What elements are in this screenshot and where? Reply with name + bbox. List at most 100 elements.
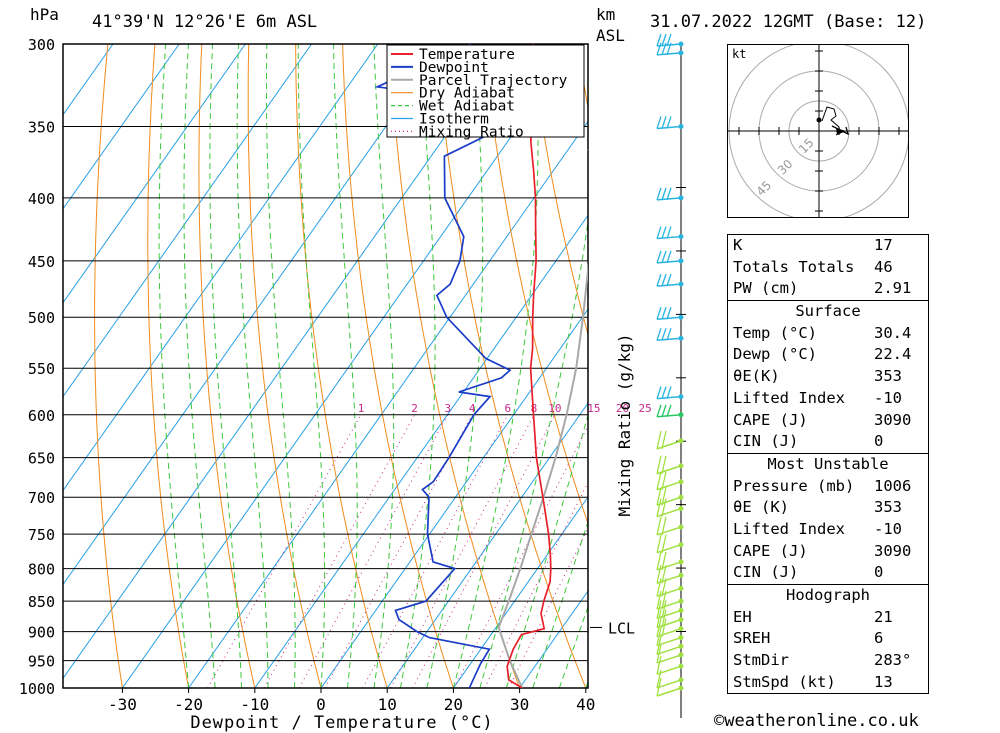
wind-barb-shaft [656, 665, 682, 675]
wet-adiabat-line [558, 605, 588, 688]
isotherm-line [63, 44, 246, 304]
surface-row: CIN (J) 0 [728, 431, 928, 453]
wind-barb-shaft [656, 52, 682, 56]
wet-adiabat-line [236, 44, 269, 688]
most-unstable-value: 0 [874, 563, 884, 582]
legend-entry: Temperature [419, 47, 515, 63]
hodograph-point [816, 117, 822, 123]
wind-barb-shaft [656, 609, 682, 620]
hodograph-value: 13 [874, 672, 893, 691]
wind-barb [656, 430, 684, 450]
hodograph-label: SREH [733, 629, 771, 648]
pressure-tick-label: 950 [28, 653, 55, 671]
wind-barb-flag [656, 226, 662, 239]
mixing-ratio-label: 10 [548, 402, 561, 415]
wind-barb [656, 498, 684, 518]
wet-adiabat-line [297, 44, 326, 688]
pressure-tick-label: 850 [28, 593, 55, 611]
hodograph-row: StmSpd (kt) 13 [728, 672, 928, 694]
wind-barb-shaft [656, 574, 682, 584]
wet-adiabat-line [209, 44, 243, 688]
wind-barb [656, 565, 684, 584]
most-unstable-label: Pressure (mb) [733, 476, 855, 495]
x-axis-label: Dewpoint / Temperature (°C) [190, 713, 493, 733]
pressure-tick-label: 550 [28, 360, 55, 378]
most-unstable-row: Lifted Index -10 [728, 519, 928, 541]
index-label: PW (cm) [733, 279, 799, 298]
wind-barb-flag [666, 187, 672, 201]
dry-adiabat-line [198, 44, 256, 688]
index-label: K [733, 236, 743, 254]
most-unstable-value: 353 [874, 498, 902, 517]
surface-value: 22.4 [874, 345, 912, 364]
wind-barb-shaft [656, 440, 682, 450]
datetime-title: 31.07.2022 12GMT (Base: 12) [650, 12, 927, 32]
isotherm-line [188, 120, 588, 688]
index-row-pw: PW (cm) 2.91 [728, 278, 928, 300]
wind-barb-flag [656, 273, 662, 287]
pressure-tick-label: 700 [28, 489, 55, 507]
x-tick-label: -20 [174, 695, 203, 714]
wind-barb-shaft [656, 480, 682, 491]
x-tick-label: 40 [576, 695, 595, 714]
wind-barb-flag [666, 250, 672, 264]
surface-row: CAPE (J) 3090 [728, 410, 928, 432]
most-unstable-label: CIN (J) [733, 563, 799, 582]
most-unstable-section-title: Most Unstable [728, 452, 928, 476]
wind-barb-shaft [656, 679, 682, 689]
wind-barb [656, 33, 684, 47]
wind-barb-flag [666, 273, 672, 287]
hodograph-value: 283° [874, 651, 912, 670]
hodograph-label: StmSpd (kt) [733, 672, 836, 691]
height-unit-label: km [596, 5, 616, 24]
lcl-label: LCL [608, 619, 635, 637]
most-unstable-row: θE (K) 353 [728, 497, 928, 519]
hodograph-row: SREH 6 [728, 628, 928, 650]
wind-barb-shaft [656, 496, 682, 506]
wind-barb-shaft [656, 414, 682, 418]
wet-adiabat-line [158, 44, 190, 688]
pressure-tick-label: 1000 [19, 680, 55, 698]
hodograph-label: EH [733, 607, 752, 626]
most-unstable-value: -10 [874, 519, 902, 538]
wind-barb-flag [666, 328, 672, 341]
wind-barb-flag [661, 609, 667, 628]
wind-barb-flag [661, 618, 667, 637]
wind-barb [656, 455, 684, 475]
index-value: 17 [874, 236, 893, 254]
wind-barb [656, 116, 684, 130]
x-tick-label: 0 [316, 695, 326, 714]
wind-barb-flag [656, 471, 662, 490]
surface-label: Temp (°C) [733, 323, 817, 342]
pressure-tick-label: 450 [28, 253, 55, 271]
wind-barb-shaft [656, 654, 682, 664]
isotherm-line [63, 44, 511, 680]
mixing-ratio-label: 1 [358, 402, 365, 415]
surface-label: Dewp (°C) [733, 345, 817, 364]
pressure-unit-label: hPa [30, 5, 59, 24]
wind-barb-shaft [656, 197, 682, 201]
hodograph-value: 6 [874, 629, 884, 648]
wind-barb-shaft [656, 316, 682, 320]
wind-barb-flag [656, 116, 662, 129]
wind-barb-shaft [656, 645, 682, 656]
pressure-tick-label: 300 [28, 36, 55, 54]
wind-barb-flag [656, 590, 662, 610]
mixing-ratio-label: 6 [504, 402, 511, 415]
wind-barb-shaft [656, 507, 682, 518]
isotherm-line [63, 44, 313, 398]
wind-barb-shaft [656, 587, 682, 598]
mixing-ratio-line [390, 414, 535, 688]
hodograph-row: StmDir 283° [728, 650, 928, 672]
hodograph-section-title: Hodograph [728, 584, 928, 607]
surface-label: θE(K) [733, 367, 780, 386]
isotherm-line [254, 214, 588, 688]
surface-row: Temp (°C) 30.4 [728, 323, 928, 345]
mixing-ratio-label: 8 [531, 402, 538, 415]
wind-barb-flag [661, 328, 667, 341]
isotherm-line [452, 496, 588, 688]
wet-adiabat-line [333, 44, 358, 688]
wind-barb [656, 656, 684, 675]
most-unstable-label: Lifted Index [733, 519, 845, 538]
wind-barb-flag [656, 609, 662, 628]
